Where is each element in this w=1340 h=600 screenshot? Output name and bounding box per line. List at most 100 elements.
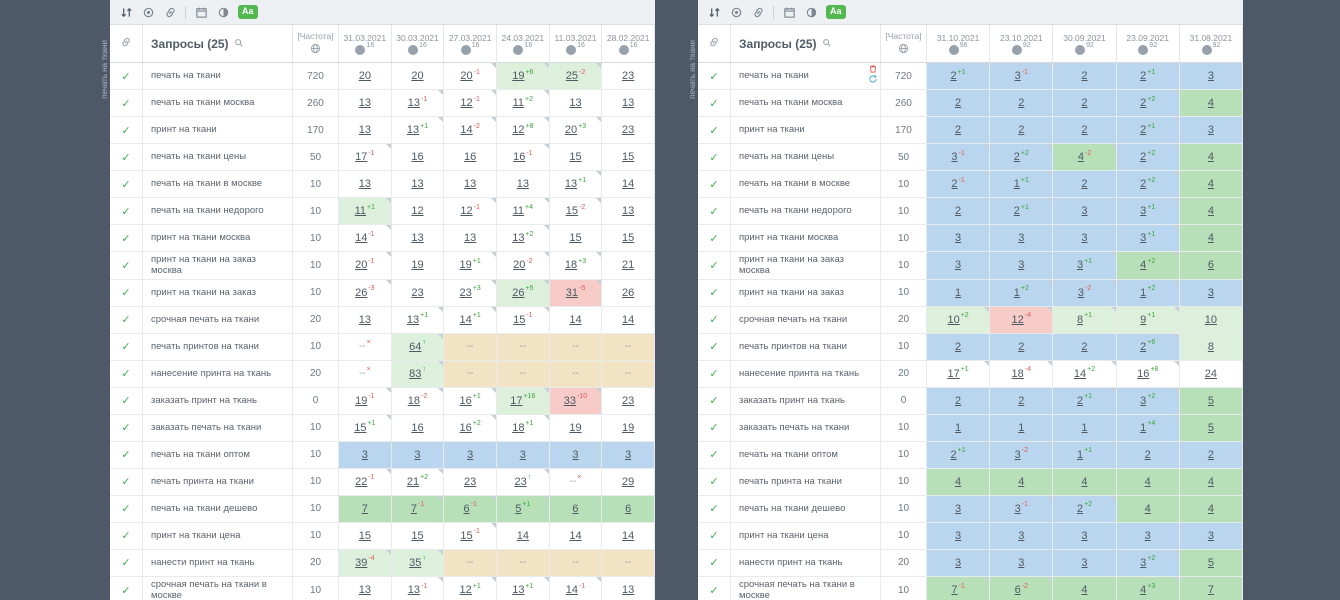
calendar-icon[interactable] <box>194 5 208 19</box>
check-icon[interactable]: ✓ <box>121 151 131 164</box>
row-check-cell[interactable]: ✓ <box>110 117 143 143</box>
query-cell[interactable]: заказать печать на ткани <box>143 414 293 441</box>
check-icon[interactable]: ✓ <box>121 205 131 218</box>
position-link[interactable]: 11 <box>354 205 367 217</box>
row-check-cell[interactable]: ✓ <box>110 252 143 279</box>
position-link[interactable]: 2 <box>1081 178 1088 190</box>
position-link[interactable]: 3 <box>519 448 526 461</box>
position-link[interactable]: 13 <box>464 178 477 190</box>
position-link[interactable]: 2 <box>1076 394 1084 407</box>
row-check-cell[interactable]: ✓ <box>110 468 143 495</box>
check-icon[interactable]: ✓ <box>121 314 131 327</box>
position-link[interactable]: 2 <box>1140 97 1147 109</box>
position-link[interactable]: 3 <box>1207 529 1214 542</box>
position-link[interactable]: 13 <box>358 313 371 326</box>
row-check-cell[interactable]: ✓ <box>110 306 143 333</box>
query-cell[interactable]: печать на ткани дешево <box>731 495 881 522</box>
position-link[interactable]: 2 <box>1081 124 1088 136</box>
position-link[interactable]: 4 <box>1207 97 1214 109</box>
position-link[interactable]: 16 <box>459 421 472 434</box>
position-link[interactable]: 2 <box>951 178 958 190</box>
row-check-cell[interactable]: ✓ <box>698 90 731 116</box>
position-link[interactable]: 4 <box>1081 475 1088 488</box>
query-cell[interactable]: принт на ткани цена <box>731 522 881 549</box>
position-link[interactable]: 3 <box>951 151 958 163</box>
position-link[interactable]: 2 <box>1140 151 1147 163</box>
position-link[interactable]: 23 <box>622 394 635 407</box>
position-link[interactable]: 13 <box>407 97 420 109</box>
position-link[interactable]: 3 <box>1081 556 1088 569</box>
query-cell[interactable]: срочная печать на ткани <box>143 306 293 333</box>
position-link[interactable]: 14 <box>565 584 578 597</box>
date-column-header[interactable]: 31.03.2021 16 <box>339 25 392 62</box>
position-link[interactable]: 23 <box>464 475 477 488</box>
date-column-header[interactable]: 27.03.2021 16 <box>444 25 497 62</box>
row-check-cell[interactable]: ✓ <box>110 63 143 89</box>
row-check-cell[interactable]: ✓ <box>698 144 731 170</box>
check-icon[interactable]: ✓ <box>709 178 719 191</box>
position-link[interactable]: 3 <box>1081 205 1088 217</box>
position-link[interactable]: 6 <box>572 502 579 515</box>
record-icon[interactable] <box>729 5 743 19</box>
queries-column-header[interactable]: Запросы (25) <box>143 25 293 62</box>
position-link[interactable]: 15 <box>565 205 578 217</box>
position-link[interactable]: 2 <box>1140 124 1147 136</box>
position-link[interactable]: 23 <box>622 70 635 82</box>
position-link[interactable]: 3 <box>955 529 962 542</box>
position-link[interactable]: 15 <box>358 529 371 542</box>
position-link[interactable]: 3 <box>955 502 962 515</box>
position-link[interactable]: 3 <box>955 232 962 244</box>
row-check-cell[interactable]: ✓ <box>698 252 731 279</box>
query-cell[interactable]: принт на ткани цена <box>143 522 293 549</box>
position-link[interactable]: 12 <box>411 205 424 217</box>
position-link[interactable]: 13 <box>411 178 424 190</box>
position-link[interactable]: 7 <box>1207 584 1214 597</box>
query-cell[interactable]: печать на ткани в москве <box>143 171 293 197</box>
check-icon[interactable]: ✓ <box>709 503 719 516</box>
check-icon[interactable]: ✓ <box>709 449 719 462</box>
position-link[interactable]: 3 <box>1077 286 1084 299</box>
position-link[interactable]: 12 <box>460 205 473 217</box>
query-cell[interactable]: печать на ткани оптом <box>731 441 881 468</box>
position-link[interactable]: 13 <box>407 584 420 597</box>
position-link[interactable]: 4 <box>1144 502 1151 515</box>
position-link[interactable]: 2 <box>955 97 962 109</box>
position-link[interactable]: 9 <box>1140 313 1147 326</box>
position-link[interactable]: 4 <box>1018 475 1025 488</box>
position-link[interactable]: 1 <box>1013 286 1020 299</box>
position-link[interactable]: 2 <box>955 340 962 353</box>
position-link[interactable]: 13 <box>406 313 420 326</box>
query-cell[interactable]: печать на ткани цены <box>731 144 881 170</box>
position-link[interactable]: 3 <box>625 448 632 461</box>
query-cell[interactable]: нанесение принта на ткань <box>731 360 881 387</box>
position-link[interactable]: 17 <box>510 394 523 407</box>
check-icon[interactable]: ✓ <box>121 530 131 543</box>
query-cell[interactable]: принт на ткани <box>731 117 881 143</box>
check-icon[interactable]: ✓ <box>709 341 719 354</box>
position-link[interactable]: 29 <box>622 475 635 488</box>
group-tab[interactable]: печать на ткани <box>97 0 110 600</box>
query-cell[interactable]: печать на ткани оптом <box>143 441 293 468</box>
position-link[interactable]: 20 <box>355 259 368 272</box>
query-cell[interactable]: принт на ткани на заказ <box>143 279 293 306</box>
position-link[interactable]: 2 <box>955 124 962 136</box>
check-icon[interactable]: ✓ <box>709 232 719 245</box>
position-link[interactable]: 16 <box>1137 367 1150 380</box>
position-link[interactable]: 13 <box>564 178 578 190</box>
check-icon[interactable]: ✓ <box>121 449 131 462</box>
position-link[interactable]: 20 <box>460 70 473 82</box>
position-link[interactable]: 2 <box>1076 502 1084 515</box>
query-cell[interactable]: принт на ткани на заказ москва <box>731 252 881 279</box>
position-link[interactable]: 1 <box>1018 421 1025 434</box>
position-link[interactable]: 3 <box>955 259 962 272</box>
query-cell[interactable]: печать на ткани дешево <box>143 495 293 522</box>
position-link[interactable]: 3 <box>1207 286 1214 299</box>
position-link[interactable]: 13 <box>464 232 477 244</box>
position-link[interactable]: 14 <box>460 124 473 136</box>
link-column-header[interactable] <box>110 25 143 62</box>
check-icon[interactable]: ✓ <box>709 287 719 300</box>
sort-icon[interactable] <box>707 5 721 19</box>
position-link[interactable]: 13 <box>569 97 582 109</box>
date-column-header[interactable]: 23.09.2021 92 <box>1117 25 1180 62</box>
position-link[interactable]: 1 <box>1140 421 1147 434</box>
